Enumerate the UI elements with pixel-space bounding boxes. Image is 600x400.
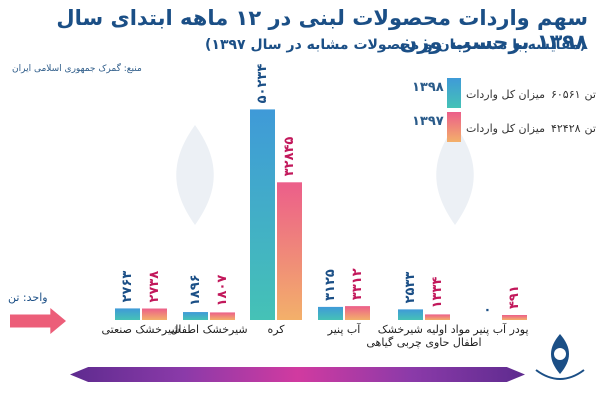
bar-۱۳۹۸-4	[398, 309, 423, 320]
data-label-۱۳۹۸-2: ۵۰۲۳۴	[255, 64, 270, 104]
legend-total-1398: ۶۰۵۶۱	[550, 88, 581, 101]
data-label-۱۳۹۸-0: ۲۷۶۳	[120, 271, 135, 303]
category-label-4: مواد اولیه شیرخشک	[378, 323, 471, 336]
bar-۱۳۹۷-3	[345, 306, 370, 320]
watermark-emblem-1	[150, 120, 240, 234]
data-label-۱۳۹۸-3: ۳۱۲۵	[323, 269, 338, 301]
data-label-۱۳۹۸-4: ۲۵۳۳	[403, 272, 418, 304]
data-label-۱۳۹۸-1: ۱۸۹۶	[188, 274, 203, 306]
data-label-۱۳۹۷-2: ۳۲۸۴۵	[282, 137, 297, 177]
data-label-۱۳۹۷-5: ۴۹۱	[507, 285, 522, 309]
chart-subtitle: (مقایسه با مدت زمان و محصولات مشابه در س…	[205, 37, 586, 53]
legend-unit-1397: تن	[584, 122, 596, 135]
unit-label: واحد: تن	[8, 291, 48, 304]
bar-۱۳۹۷-4	[425, 314, 450, 320]
category-label-3: آب پنیر	[327, 322, 362, 336]
legend-total-1397: ۴۲۴۲۸	[550, 122, 581, 135]
category-label-0: شیرخشک صنعتی	[101, 323, 180, 336]
legend-text-1398: میزان کل واردات	[466, 88, 545, 101]
legend-unit-1398: تن	[584, 88, 596, 101]
data-label-۱۳۹۷-1: ۱۸۰۷	[215, 275, 230, 307]
bar-۱۳۹۸-3	[318, 306, 343, 320]
watermark-emblem-2	[410, 120, 500, 234]
data-label-۱۳۹۷-0: ۲۷۳۸	[147, 271, 162, 303]
source-note: منبع: گمرک جمهوری اسلامی ایران	[12, 64, 142, 74]
bar-۱۳۹۸-0	[115, 308, 140, 320]
data-label-۱۳۹۸-5: ۰	[480, 306, 495, 314]
bar-۱۳۹۷-0	[142, 308, 167, 320]
legend-swatch-1397	[447, 112, 461, 142]
legend-year-1397: ۱۳۹۷	[412, 114, 444, 129]
bar-۱۳۹۷-1	[210, 312, 235, 320]
legend-label-1398: تن ۶۰۵۶۱ میزان کل واردات	[466, 88, 596, 101]
legend-text-1397: میزان کل واردات	[466, 122, 545, 135]
bar-۱۳۹۷-5	[502, 315, 527, 320]
data-label-۱۳۹۷-4: ۱۳۳۴	[430, 277, 445, 309]
legend-swatch-1398	[447, 78, 461, 108]
category-label-4: اطفال حاوی چربی گیاهی	[366, 336, 481, 349]
data-label-۱۳۹۷-3: ۳۳۱۲	[350, 268, 365, 300]
bar-۱۳۹۸-2	[250, 109, 275, 320]
bar-۱۳۹۷-2	[277, 182, 302, 320]
logo-emblem	[530, 330, 590, 385]
decorative-banner	[70, 367, 525, 382]
legend-label-1397: تن ۴۲۴۲۸ میزان کل واردات	[466, 122, 596, 135]
chart-title: سهم واردات محصولات لبنی در ۱۲ ماهه ابتدا…	[56, 6, 588, 54]
legend-year-1398: ۱۳۹۸	[412, 80, 444, 95]
bar-۱۳۹۸-1	[183, 312, 208, 320]
category-label-1: شیرخشک اطفال	[170, 323, 247, 336]
category-label-5: پودر آب پنیر	[472, 322, 528, 336]
category-label-2: کره	[267, 323, 285, 336]
